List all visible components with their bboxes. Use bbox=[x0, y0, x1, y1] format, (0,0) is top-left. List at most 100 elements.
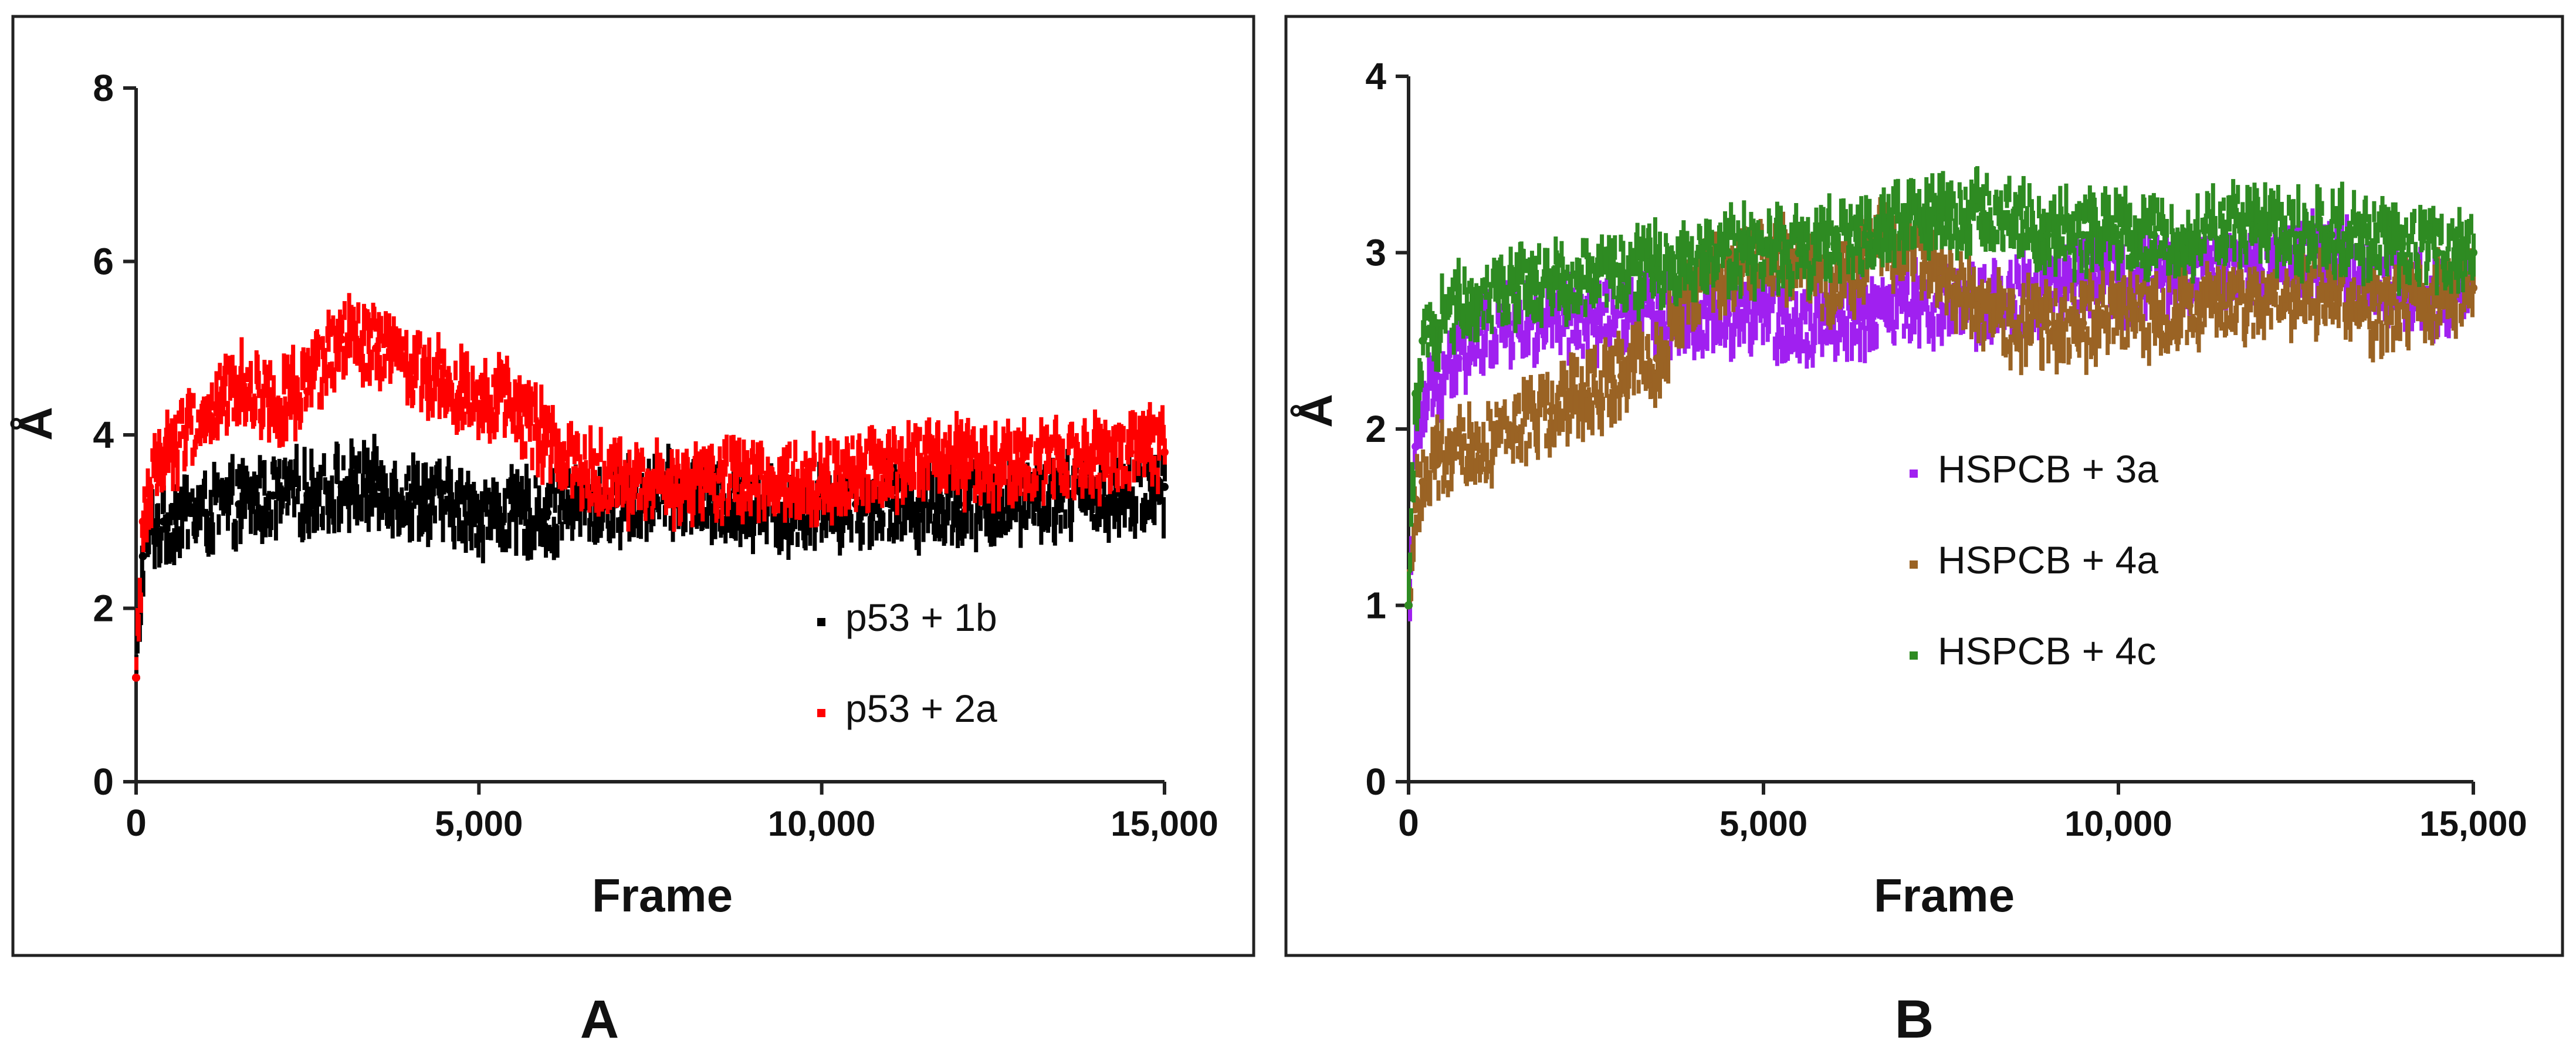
panel-a-series-2-point bbox=[843, 481, 848, 516]
panel-b-series-2-point bbox=[2385, 315, 2389, 353]
panel-a-series-1-point bbox=[1160, 454, 1165, 477]
panel-b-series-1-point bbox=[2021, 244, 2026, 289]
panel-a-series-2-point bbox=[699, 449, 704, 487]
panel-b-series-2-marker bbox=[2079, 319, 2087, 327]
panel-b-series-1-point bbox=[1658, 299, 1663, 338]
panel-b-series-3-point bbox=[1937, 173, 1942, 213]
panel-b-series-3-point bbox=[2020, 219, 2025, 258]
panel-a-series-1-point bbox=[180, 505, 184, 549]
panel-a-series-1-point bbox=[747, 511, 752, 538]
panel-b-series-2-point bbox=[1763, 269, 1768, 285]
panel-b-series-3-point bbox=[2350, 226, 2354, 259]
panel-a-series-2-point bbox=[1117, 423, 1122, 442]
panel-a-series-1-point bbox=[496, 515, 500, 543]
panel-a-series-1-point bbox=[899, 521, 904, 542]
panel-a-series-2-point bbox=[817, 497, 822, 511]
panel-b-series-2-point bbox=[2128, 265, 2132, 310]
panel-a-series-2-point bbox=[956, 470, 960, 495]
panel-a-series-2-point bbox=[284, 401, 289, 442]
panel-b-series-2-marker bbox=[1617, 371, 1626, 380]
panel-b-series-3-point bbox=[1559, 241, 1564, 268]
panel-b-series-3-point bbox=[2459, 221, 2464, 261]
panel-b-series-3-point bbox=[2273, 210, 2278, 245]
panel-b-series-3-point bbox=[1504, 305, 1508, 326]
panel-a-series-1-point bbox=[1117, 508, 1122, 538]
panel-a-series-1-point bbox=[560, 521, 564, 541]
panel-b-series-2-point bbox=[1756, 263, 1761, 289]
panel-b-series-2-marker bbox=[2256, 301, 2264, 310]
panel-a-series-1-point bbox=[167, 532, 172, 564]
panel-a-series-2-point bbox=[1101, 448, 1105, 471]
panel-b-series-3-point bbox=[2014, 195, 2019, 240]
panel-a-series-1-point bbox=[989, 506, 993, 547]
panel-a-series-1-point bbox=[315, 502, 320, 531]
panel-b-series-2-point bbox=[1835, 293, 1840, 307]
panel-a-series-1-point bbox=[969, 504, 974, 539]
panel-a-series-2-point bbox=[785, 444, 790, 473]
panel-b-series-2-point bbox=[1685, 280, 1690, 304]
panel-a-series-2-point bbox=[209, 382, 214, 411]
panel-a-series-2-point bbox=[831, 482, 835, 502]
panel-b-series-3-point bbox=[1715, 244, 1720, 273]
panel-a-series-2-point bbox=[1082, 418, 1087, 461]
panel-b-series-3-point bbox=[1986, 211, 1991, 244]
panel-b-series-3-point bbox=[2026, 231, 2030, 251]
panel-a-series-1-point bbox=[667, 448, 672, 481]
panel-b-series-2-point bbox=[2380, 323, 2385, 356]
panel-b-series-2-point bbox=[2062, 323, 2066, 364]
panel-a-series-1-point bbox=[513, 485, 517, 514]
panel-a-series-1-point bbox=[1001, 506, 1006, 526]
panel-b-series-1-point bbox=[2018, 283, 2022, 296]
panel-a-series-2-point bbox=[801, 479, 805, 514]
panel-b-series-2-point bbox=[1895, 241, 1900, 267]
panel-b-series-1-point bbox=[2141, 255, 2145, 300]
panel-b-series-1-point bbox=[1778, 286, 1783, 316]
panel-b-series-3-point bbox=[2078, 239, 2083, 256]
panel-b-series-3-point bbox=[2229, 201, 2233, 218]
panel-a-series-2-point bbox=[244, 397, 249, 423]
panel-a-series-1-point bbox=[252, 471, 256, 494]
panel-b-series-2-point bbox=[2000, 292, 2005, 315]
panel-a-series-2-point bbox=[993, 420, 998, 464]
panel-b-series-3-point bbox=[1922, 203, 1927, 235]
panel-a-series-1-point bbox=[761, 514, 766, 532]
panel-b-series-2-point bbox=[2374, 319, 2379, 341]
panel-b-series-2-point bbox=[2037, 286, 2042, 303]
panel-a-series-2-point bbox=[539, 384, 544, 428]
panel-a-series-1-point bbox=[523, 496, 527, 526]
panel-b-series-2-point bbox=[1531, 390, 1535, 407]
panel-a-series-2-point bbox=[695, 451, 699, 465]
panel-b-series-3-point bbox=[1480, 278, 1485, 294]
panel-a-series-2-point bbox=[450, 382, 455, 412]
panel-b-series-1-point bbox=[2114, 264, 2118, 279]
panel-a-series-2-point bbox=[419, 386, 424, 413]
panel-b-legend-swatch bbox=[1910, 470, 1918, 478]
panel-a-series-1-point bbox=[390, 501, 395, 539]
panel-a-series-1-point bbox=[1022, 492, 1027, 529]
panel-b-series-3-point bbox=[1849, 204, 1853, 237]
panel-b-series-2-point bbox=[1718, 291, 1722, 320]
panel-a-series-2-point bbox=[492, 412, 497, 440]
panel-b-series-3-point bbox=[1985, 173, 1989, 196]
panel-a-series-1-point bbox=[921, 507, 926, 542]
panel-b-series-1-point bbox=[2347, 251, 2352, 295]
panel-b-series-2-point bbox=[1552, 420, 1557, 448]
panel-a-series-2-point bbox=[805, 471, 810, 515]
panel-b-series-3-point bbox=[2063, 245, 2067, 262]
panel-a-series-2-point bbox=[1018, 464, 1023, 497]
panel-b-series-1-point bbox=[1867, 327, 1872, 353]
panel-b-series-2-point bbox=[1599, 370, 1603, 399]
panel-a-series-1-point bbox=[568, 495, 573, 526]
panel-b-series-2-point bbox=[2453, 300, 2458, 339]
panel-b-series-3-point bbox=[1944, 205, 1949, 240]
panel-b-series-3-point bbox=[2059, 206, 2064, 221]
panel-b-series-3-point bbox=[2025, 206, 2029, 239]
panel-b-series-3-point bbox=[1515, 269, 1520, 288]
panel-a-series-2-point bbox=[755, 442, 760, 462]
panel-a-series-2-marker bbox=[954, 457, 963, 465]
panel-b-series-1-point bbox=[1681, 296, 1686, 313]
panel-b-series-3-point bbox=[2088, 210, 2093, 254]
panel-a-series-1-point bbox=[482, 494, 486, 512]
panel-b-series-2-point bbox=[1480, 445, 1485, 472]
panel-b-series-2-point bbox=[1630, 325, 1635, 360]
